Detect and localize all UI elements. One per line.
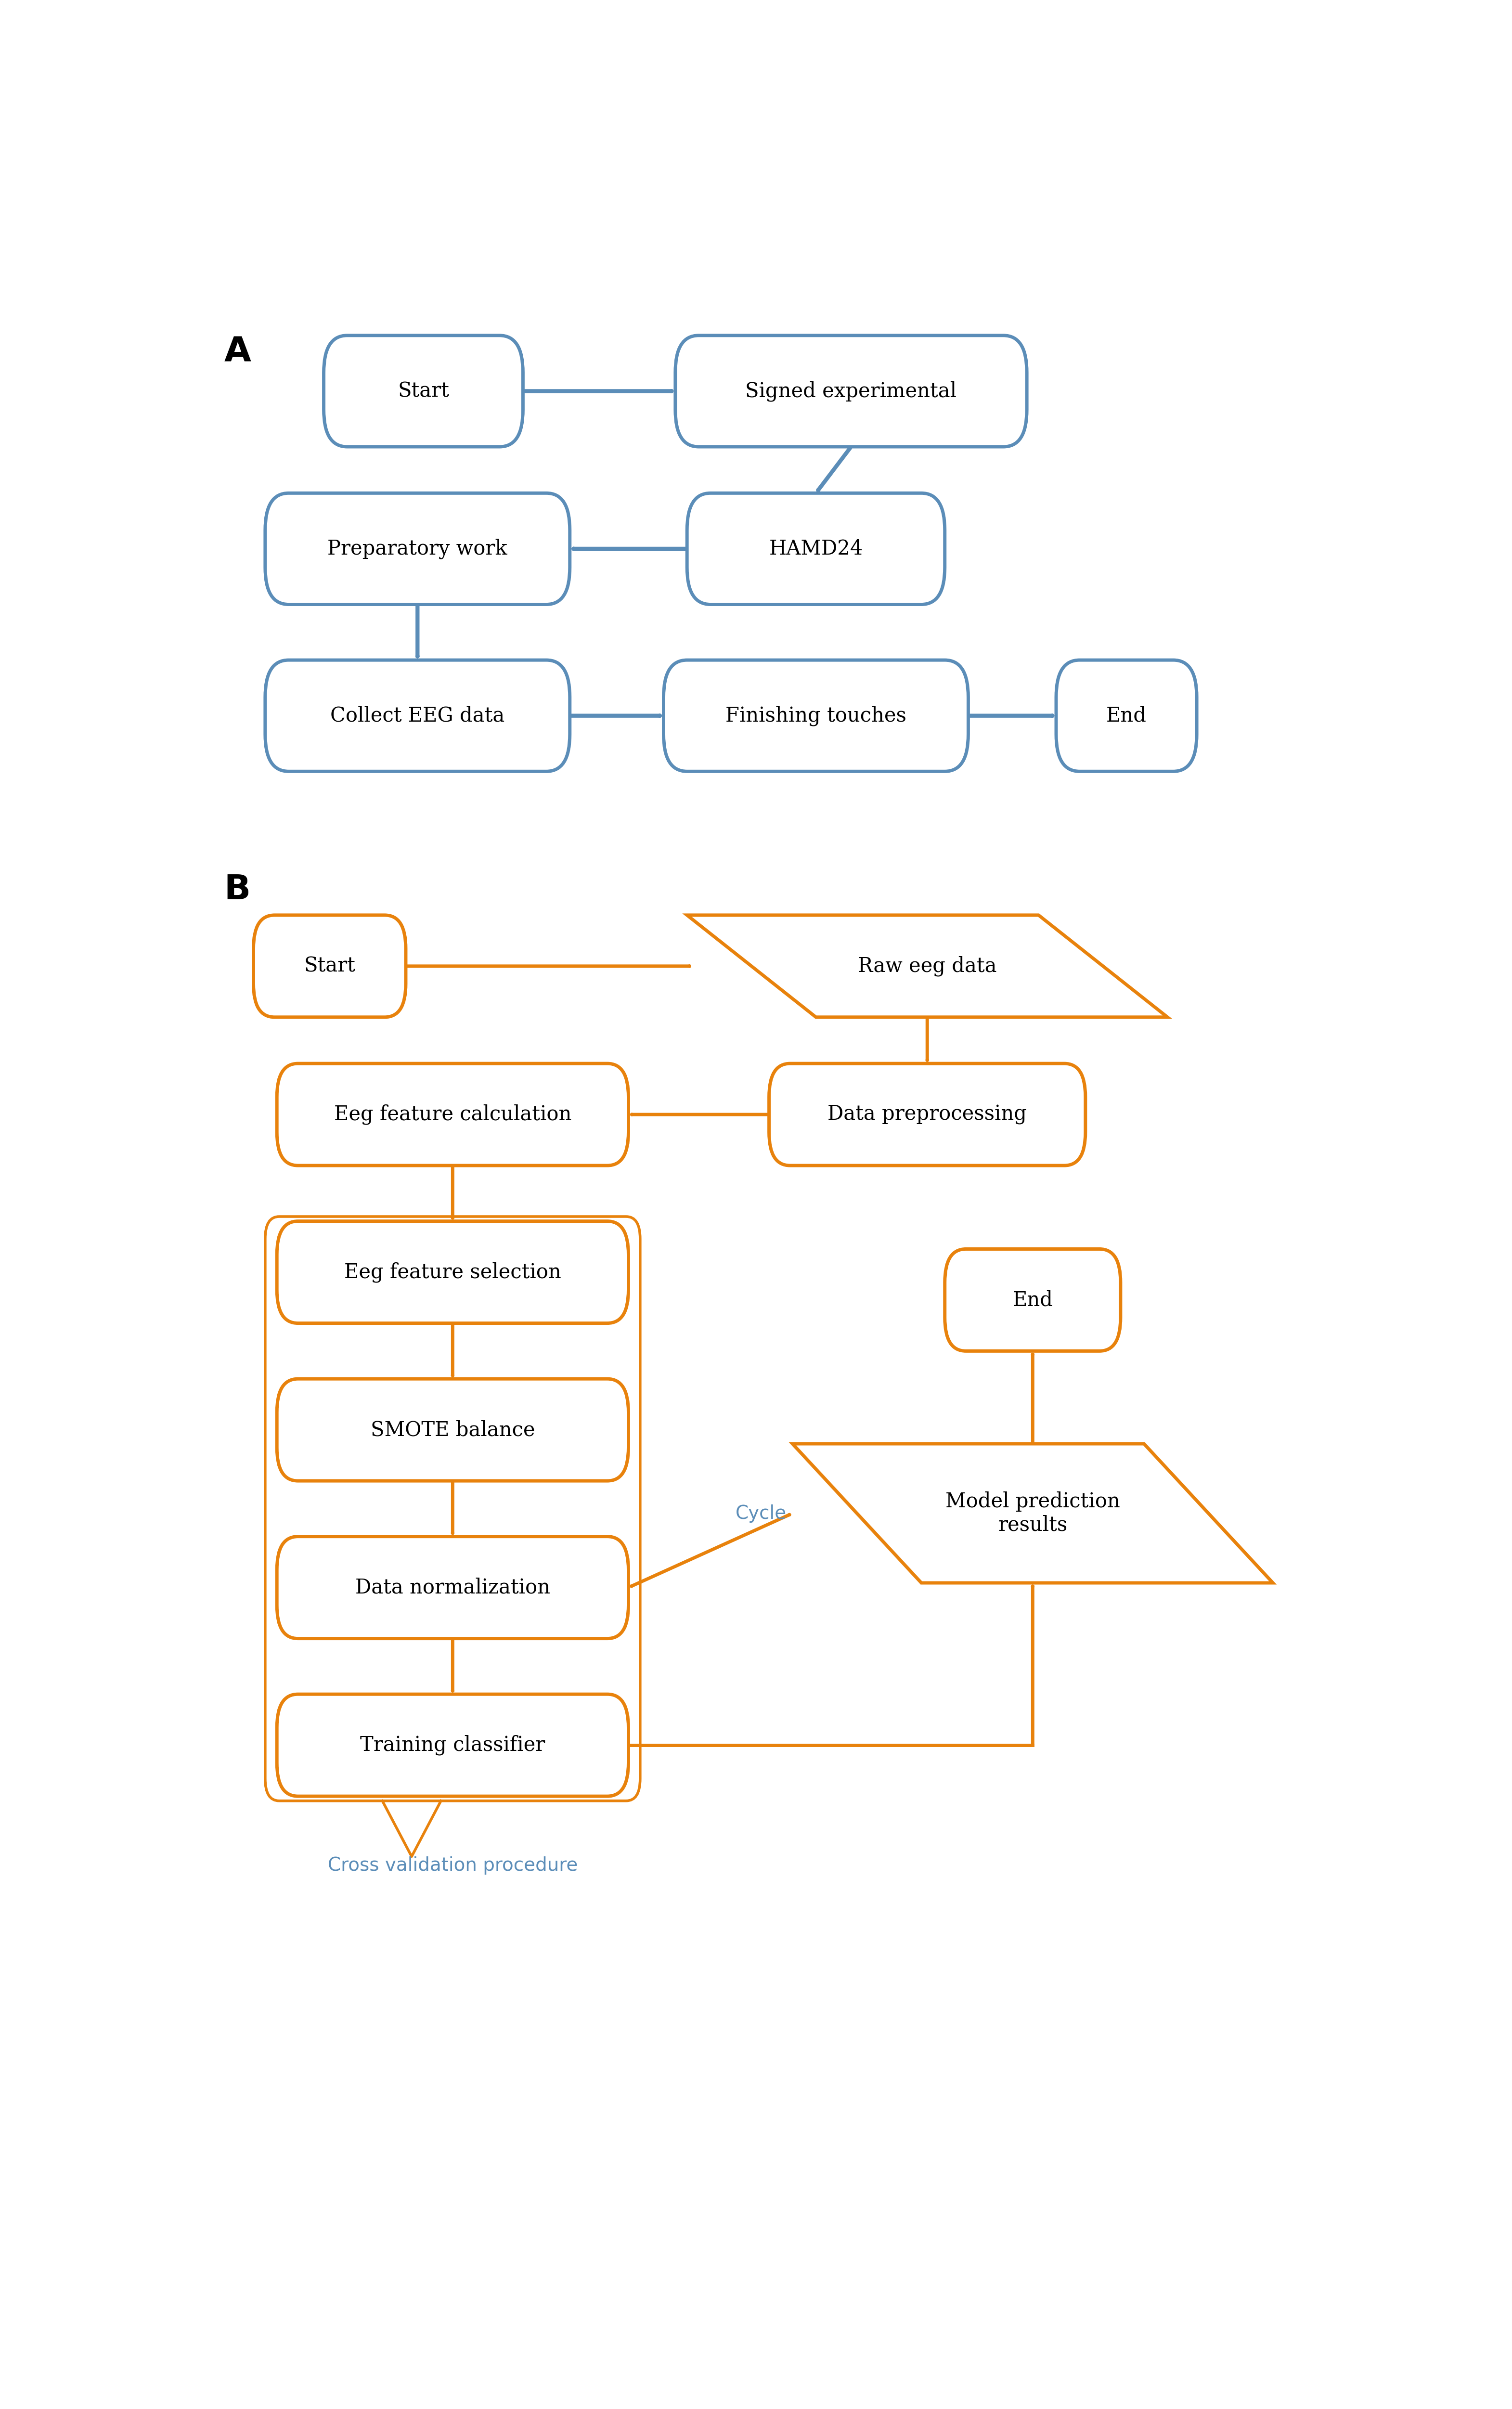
- FancyBboxPatch shape: [664, 660, 968, 771]
- Text: Training classifier: Training classifier: [360, 1734, 546, 1756]
- Text: Cycle: Cycle: [735, 1503, 786, 1522]
- Text: End: End: [1013, 1289, 1052, 1310]
- FancyBboxPatch shape: [277, 1221, 629, 1323]
- Text: B: B: [224, 874, 251, 906]
- Text: Data preprocessing: Data preprocessing: [827, 1103, 1027, 1125]
- FancyBboxPatch shape: [265, 660, 570, 771]
- Text: Eeg feature calculation: Eeg feature calculation: [334, 1103, 572, 1125]
- FancyBboxPatch shape: [686, 494, 945, 605]
- Polygon shape: [792, 1443, 1273, 1583]
- FancyBboxPatch shape: [277, 1378, 629, 1482]
- FancyBboxPatch shape: [945, 1248, 1120, 1351]
- Text: Signed experimental: Signed experimental: [745, 381, 957, 402]
- Text: Eeg feature selection: Eeg feature selection: [345, 1262, 561, 1282]
- Text: Raw eeg data: Raw eeg data: [857, 956, 996, 976]
- FancyBboxPatch shape: [770, 1062, 1086, 1166]
- Text: Data normalization: Data normalization: [355, 1578, 550, 1597]
- Text: Finishing touches: Finishing touches: [726, 706, 906, 725]
- FancyBboxPatch shape: [1057, 660, 1198, 771]
- FancyBboxPatch shape: [277, 1537, 629, 1638]
- Text: Cross validation procedure: Cross validation procedure: [328, 1857, 578, 1874]
- Text: Start: Start: [398, 381, 449, 402]
- Polygon shape: [686, 915, 1167, 1017]
- Text: Start: Start: [304, 956, 355, 976]
- FancyBboxPatch shape: [324, 335, 523, 446]
- Text: Collect EEG data: Collect EEG data: [330, 706, 505, 725]
- Text: End: End: [1107, 706, 1146, 725]
- FancyBboxPatch shape: [254, 915, 405, 1017]
- Text: HAMD24: HAMD24: [770, 540, 863, 559]
- Text: Model prediction
results: Model prediction results: [945, 1491, 1120, 1535]
- Text: A: A: [224, 335, 251, 369]
- FancyBboxPatch shape: [277, 1062, 629, 1166]
- Text: SMOTE balance: SMOTE balance: [370, 1419, 535, 1441]
- FancyBboxPatch shape: [676, 335, 1027, 446]
- FancyBboxPatch shape: [265, 494, 570, 605]
- Text: Preparatory work: Preparatory work: [328, 540, 508, 559]
- FancyBboxPatch shape: [277, 1694, 629, 1797]
